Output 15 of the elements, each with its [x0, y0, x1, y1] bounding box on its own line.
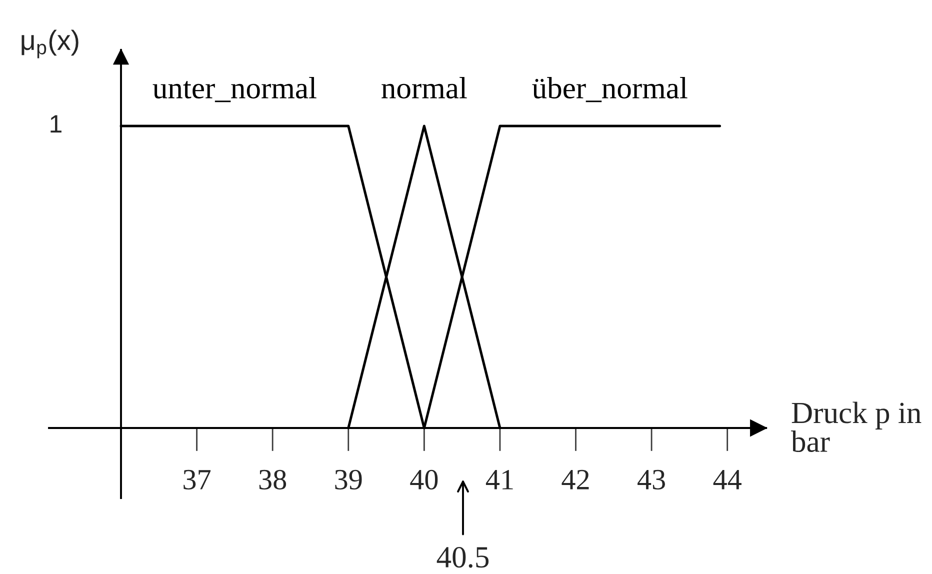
series-label: normal: [382, 77, 467, 99]
series-label: über_normal: [532, 77, 688, 102]
y-axis-title: μ$_{p}$(x): [22, 30, 78, 58]
x-tick-label: 43: [638, 470, 665, 490]
x-tick-label: 41: [486, 470, 513, 490]
x-tick-label: 42: [562, 470, 589, 490]
text: 1: [50, 115, 62, 132]
x-tick-label: 38: [259, 470, 286, 490]
x-tick-label: 37: [184, 470, 211, 490]
x-tick-label: 39: [335, 470, 362, 490]
x-axis-title: Druck p in bar: [791, 402, 922, 452]
text: 40.5: [436, 546, 489, 568]
series-label: unter_normal: [152, 77, 316, 102]
x-tick-label: 40: [410, 470, 438, 490]
x-tick-label: 44: [713, 470, 742, 490]
